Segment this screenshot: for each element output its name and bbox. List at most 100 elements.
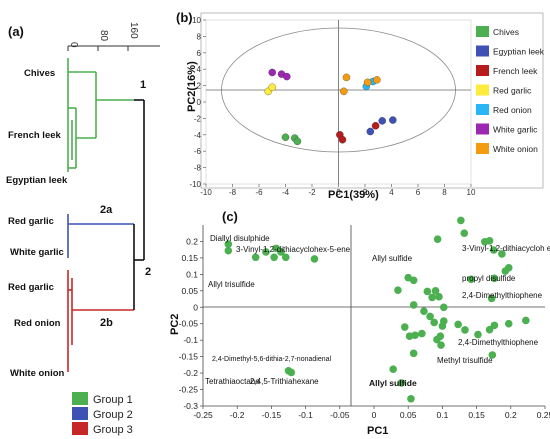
cluster-label-2b: 2b bbox=[100, 317, 113, 329]
legend-swatch-red-onion bbox=[476, 104, 489, 115]
pca-scores-frame bbox=[200, 12, 544, 189]
loading-point bbox=[270, 253, 278, 262]
loadings-x-ticks: -0.25 -0.2 -0.15 -0.1 -0.05 0 0.05 0.1 0.15 0.2 0.… bbox=[193, 406, 550, 420]
loadings-x-axis-label: PC1 bbox=[367, 425, 388, 437]
legend-swatch-group-2 bbox=[72, 407, 88, 420]
annotation-methyl-trisulfide: Methyl trisulfide bbox=[437, 356, 493, 365]
leaf-label-red-garlic-2: Red garlic bbox=[8, 282, 54, 293]
loading-point bbox=[428, 293, 436, 302]
loading-point bbox=[439, 317, 448, 325]
leaf-label-french-leek: French leek bbox=[8, 130, 62, 141]
legend-swatch-group-3 bbox=[72, 422, 88, 435]
pca-score-point-chives bbox=[293, 137, 302, 146]
pca-scores-x-axis-label: PC1(39%) bbox=[328, 189, 379, 201]
loading-point bbox=[522, 316, 530, 325]
dendrogram-root-branches bbox=[133, 99, 145, 310]
legend-swatch-red-garlic bbox=[476, 84, 489, 96]
loading-point bbox=[474, 330, 482, 339]
legend-label-group-2: Group 2 bbox=[93, 409, 133, 421]
loading-point bbox=[389, 365, 397, 373]
loadings-y-tick-label: -0.3 bbox=[183, 401, 198, 411]
panel-c-label: (c) bbox=[222, 209, 238, 224]
loadings-y-tick-label: 0.15 bbox=[181, 253, 198, 263]
loading-point bbox=[409, 276, 418, 285]
loading-point bbox=[262, 248, 270, 256]
leaf-label-chives: Chives bbox=[24, 68, 55, 79]
annotation-allyl-trisulfide: Allyl trisulfide bbox=[208, 280, 255, 289]
pca-scores-y-tick-label: -4 bbox=[194, 131, 202, 140]
pca-scores-y-ticks: 10 8 6 4 2 0 -2 -4 -6 -8 -10 bbox=[189, 16, 206, 189]
loadings-y-tick-label: 0.2 bbox=[186, 236, 198, 246]
pca-scores-points bbox=[264, 68, 397, 146]
loading-point bbox=[423, 287, 432, 296]
annotation-vinyl-dithiacyclohexene-right: 3-Vinyl-1,2-dithiacycloh ex-5-ene bbox=[462, 244, 550, 253]
annotation-tetrathiaoctane: Tetrathiaoctane bbox=[205, 377, 260, 386]
loading-point bbox=[437, 341, 445, 349]
dendrogram-group-3-branches bbox=[67, 270, 134, 372]
legend-label-group-1: Group 1 bbox=[93, 394, 133, 406]
pca-score-point-french-leek bbox=[371, 122, 380, 130]
loading-point bbox=[460, 229, 469, 238]
legend-swatch-egyptian-leek bbox=[476, 45, 489, 57]
loading-point bbox=[277, 248, 285, 256]
annotation-allyl-sulfide-bottom: Allyl sulfide bbox=[369, 378, 417, 388]
pca-scores-y-tick-label: 10 bbox=[192, 16, 201, 25]
pca-score-point-white-onion bbox=[342, 73, 351, 82]
loading-point bbox=[409, 301, 418, 309]
pca-scores-x-tick-label: 10 bbox=[467, 188, 476, 197]
loadings-x-tick-label: -0.05 bbox=[330, 410, 350, 420]
loading-point bbox=[435, 292, 443, 301]
loadings-x-tick-label: 0.25 bbox=[537, 410, 550, 420]
pca-scores-x-tick-label: -8 bbox=[229, 188, 237, 197]
loading-point bbox=[420, 307, 428, 316]
legend-label-white-garlic: White garlic bbox=[493, 125, 538, 135]
loadings-y-tick-label: -0.1 bbox=[183, 335, 198, 345]
legend-label-white-onion: White onion bbox=[493, 144, 538, 154]
legend-swatch-french-leek bbox=[476, 65, 489, 76]
leaf-label-red-garlic: Red garlic bbox=[8, 216, 54, 227]
pca-score-point-white-garlic bbox=[283, 72, 291, 81]
loadings-y-tick-label: -0.15 bbox=[179, 352, 199, 362]
annotation-vinyl-dithiacyclohexene: 3-Vinyl-1,2-dithiacyclohex-5-ene bbox=[236, 245, 351, 254]
legend-swatch-white-garlic bbox=[476, 123, 489, 135]
loading-point bbox=[439, 303, 448, 312]
annotation-allyl-sulfide-top: Allyl sulfide bbox=[372, 254, 413, 263]
pca-scores-x-tick-label: 4 bbox=[389, 188, 394, 197]
loading-point bbox=[467, 275, 475, 284]
loading-point bbox=[405, 332, 414, 341]
loadings-y-ticks: 0.2 0.15 0.1 0.05 0 -0.05 -0.1 -0.15 -0.2 -0.25 -0… bbox=[179, 236, 203, 411]
pca-scores-x-tick-label: 8 bbox=[442, 188, 447, 197]
loading-point bbox=[310, 255, 319, 263]
loading-point bbox=[397, 379, 406, 387]
loadings-y-tick-label: 0.1 bbox=[186, 269, 198, 279]
pca-scores-y-tick-label: -2 bbox=[194, 114, 202, 123]
pca-score-point-white-onion bbox=[340, 87, 348, 96]
pca-scores-x-tick-label: -2 bbox=[308, 188, 316, 197]
loading-point bbox=[287, 368, 296, 377]
pca-score-point-red-garlic bbox=[268, 83, 276, 91]
loading-point bbox=[498, 250, 506, 258]
loadings-y-axis-label: PC2 bbox=[169, 314, 181, 335]
legend-swatch-group-1 bbox=[72, 392, 88, 405]
pca-scores-y-tick-label: -8 bbox=[194, 164, 202, 173]
loading-point bbox=[490, 321, 499, 330]
loading-point bbox=[504, 263, 513, 272]
loading-point bbox=[407, 394, 415, 403]
loading-point bbox=[431, 287, 440, 295]
annotation-dimethyl-dithia-nonadienal: 2,4-Dimethyl-5,6-dithia-2,7-nonadienal bbox=[212, 356, 332, 363]
annotation-dimethylthiophene-upper: 2,4-Dimethylthiophene bbox=[462, 291, 543, 300]
panel-a-label: (a) bbox=[8, 24, 24, 39]
pca-score-point-white-onion bbox=[363, 78, 372, 87]
loading-point bbox=[488, 351, 497, 359]
dendrogram-group-2-branches bbox=[67, 214, 134, 258]
dendrogram-group-1-branches bbox=[67, 58, 134, 172]
loadings-y-tick-label: -0.25 bbox=[179, 385, 199, 395]
pca-scores-x-tick-label: -4 bbox=[282, 188, 290, 197]
loading-point bbox=[485, 236, 494, 245]
pca-score-point-chives bbox=[281, 133, 290, 142]
loadings-points bbox=[224, 216, 530, 403]
loadings-x-tick-label: -0.25 bbox=[193, 410, 213, 420]
pca-scores-panel: (b) -10 -8 -6 -4 -2 0 2 4 6 8 10 1086420-2-4-6-8-1… bbox=[176, 10, 545, 201]
pca-loadings-panel: (c) -0.25 -0.2 -0.15 -0.1 -0.05 0 0.05 0.1 0.15 0… bbox=[169, 209, 550, 437]
loadings-y-tick-label: -0.05 bbox=[179, 319, 199, 329]
